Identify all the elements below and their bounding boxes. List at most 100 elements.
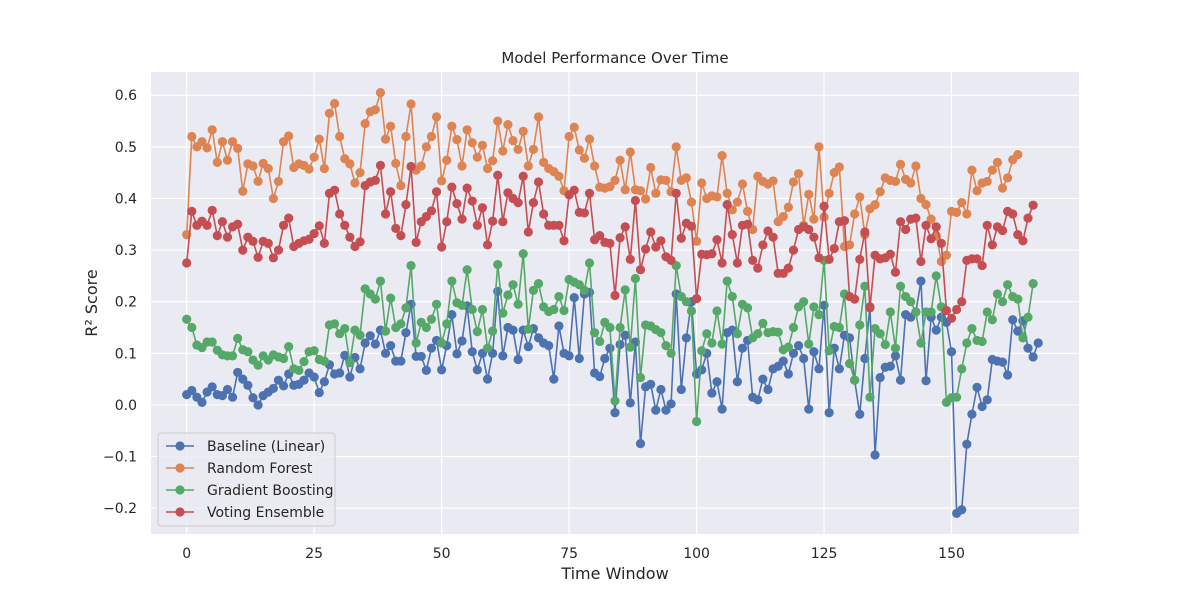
data-point xyxy=(732,329,742,339)
data-point xyxy=(778,356,788,366)
data-point xyxy=(809,214,819,224)
data-point xyxy=(472,365,482,375)
data-point xyxy=(508,280,518,290)
data-point xyxy=(365,331,375,341)
data-point xyxy=(375,276,386,286)
legend-label: Random Forest xyxy=(207,461,313,477)
data-point xyxy=(595,371,605,382)
data-point xyxy=(401,131,411,142)
data-point xyxy=(788,245,799,255)
y-tick-label: 0.1 xyxy=(115,346,137,362)
data-point xyxy=(717,151,727,161)
data-point xyxy=(187,385,197,396)
data-point xyxy=(457,161,467,171)
data-point xyxy=(426,131,437,142)
data-point xyxy=(294,365,304,375)
data-point xyxy=(962,439,972,449)
data-point xyxy=(885,307,895,317)
data-point xyxy=(503,290,513,300)
data-point xyxy=(528,144,539,155)
data-point xyxy=(335,209,345,219)
data-point xyxy=(217,391,227,401)
data-point xyxy=(671,188,681,198)
data-point xyxy=(921,220,931,230)
data-point xyxy=(442,155,452,165)
data-point xyxy=(906,178,916,188)
data-point xyxy=(233,219,243,229)
data-point xyxy=(345,159,355,169)
data-point xyxy=(437,176,447,186)
data-point xyxy=(248,236,258,246)
data-point xyxy=(273,176,284,187)
data-point xyxy=(783,263,793,273)
data-point xyxy=(498,217,508,227)
data-point xyxy=(370,175,380,185)
data-point xyxy=(651,405,661,415)
data-point xyxy=(380,348,391,358)
data-point xyxy=(253,176,263,187)
data-point xyxy=(187,206,197,216)
data-point xyxy=(640,244,651,254)
data-point xyxy=(207,125,217,135)
data-point xyxy=(1023,312,1033,322)
data-point xyxy=(227,392,238,402)
data-point xyxy=(1013,294,1023,304)
data-point xyxy=(1018,333,1028,343)
data-point xyxy=(447,121,457,131)
data-point xyxy=(391,223,401,234)
data-point xyxy=(370,105,380,115)
data-point xyxy=(309,152,319,162)
legend-label: Voting Ensemble xyxy=(207,505,324,521)
data-point xyxy=(340,323,350,334)
data-point xyxy=(416,351,426,362)
x-tick-label: 0 xyxy=(182,546,191,562)
data-point xyxy=(895,159,906,169)
data-point xyxy=(712,192,722,202)
data-point xyxy=(457,214,467,224)
data-point xyxy=(523,324,533,334)
data-point xyxy=(804,189,814,199)
data-point xyxy=(222,232,233,242)
data-point xyxy=(396,319,406,329)
data-point xyxy=(590,328,600,338)
data-point xyxy=(569,122,579,132)
data-point xyxy=(916,338,926,348)
data-point xyxy=(941,250,952,260)
data-point xyxy=(926,307,936,317)
data-point xyxy=(182,258,192,268)
data-point xyxy=(278,220,289,230)
x-tick-label: 125 xyxy=(811,546,838,562)
data-point xyxy=(997,357,1008,367)
data-point xyxy=(758,318,768,328)
series-3 xyxy=(182,160,1038,323)
data-point xyxy=(299,375,309,385)
data-point xyxy=(982,176,992,187)
data-point xyxy=(462,183,472,193)
data-point xyxy=(829,243,839,254)
data-point xyxy=(967,409,977,419)
data-point xyxy=(467,196,477,206)
data-point xyxy=(875,372,885,383)
data-point xyxy=(681,333,691,343)
data-point xyxy=(742,303,753,313)
data-point xyxy=(977,401,987,412)
data-point xyxy=(727,291,737,302)
data-point xyxy=(207,382,217,392)
data-point xyxy=(824,408,834,418)
data-point xyxy=(656,384,666,395)
data-point xyxy=(987,240,997,250)
data-point xyxy=(742,206,753,216)
data-point xyxy=(467,138,477,148)
data-point xyxy=(488,216,498,226)
data-point xyxy=(416,161,426,171)
data-point xyxy=(472,152,482,162)
data-point xyxy=(957,364,967,374)
data-point xyxy=(987,165,997,175)
series-layer xyxy=(182,88,1043,518)
data-point xyxy=(202,143,212,153)
data-point xyxy=(1003,370,1013,380)
data-point xyxy=(284,213,294,223)
data-point xyxy=(584,188,595,198)
